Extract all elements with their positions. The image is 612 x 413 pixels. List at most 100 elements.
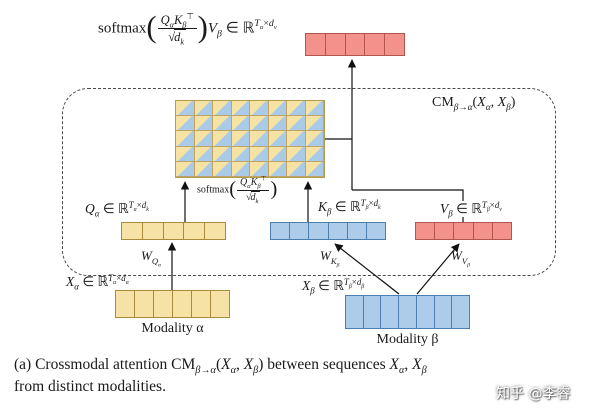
w-k-weight-label: WKβ [320, 248, 340, 269]
vector-cell [326, 34, 346, 55]
attention-matrix-grid [175, 100, 325, 178]
vector-cell [211, 291, 229, 317]
vector-cell [435, 296, 453, 328]
vector-cell [452, 296, 469, 328]
vector-cell [122, 223, 143, 239]
vector-cell [493, 223, 511, 239]
attention-matrix-cell [213, 161, 232, 177]
q-vector-label: Qα ∈ ℝTα×dk [85, 199, 149, 219]
v-vector-label: Vβ ∈ ℝTβ×dv [438, 199, 504, 219]
attention-matrix-cell [250, 146, 269, 162]
vector-cell [435, 223, 455, 239]
attention-matrix-cell [287, 146, 306, 162]
attention-matrix-cell [268, 116, 287, 132]
attention-matrix-cell [194, 161, 213, 177]
vector-cell [367, 223, 385, 239]
attention-matrix-cell [305, 116, 324, 132]
k-vector-label: Kβ ∈ ℝTβ×dk [318, 197, 381, 217]
attention-matrix-cell [268, 161, 287, 177]
attention-matrix-cell [268, 101, 287, 117]
attention-matrix-cell [268, 131, 287, 147]
caption-line2: from distinct modalities. [14, 377, 166, 395]
vector-cell [346, 296, 364, 328]
attention-matrix-cell [176, 131, 195, 147]
output-formula: softmax(QαKβ⊤ √dk)Vβ ∈ ℝTα×dv [98, 10, 277, 47]
attention-matrix-cell [287, 116, 306, 132]
modality-beta-label: Modality β [376, 332, 439, 347]
watermark: 知乎 @李睿 [496, 386, 571, 402]
attention-matrix-cell [231, 131, 250, 147]
vector-cell [381, 296, 400, 328]
x-beta-input-label: Xβ ∈ ℝTβ×dβ [302, 276, 365, 296]
vector-cell [348, 223, 367, 239]
vector-cell [164, 223, 185, 239]
vector-cell [290, 223, 310, 239]
crossmodal-attention-block-outline [62, 88, 556, 276]
attention-matrix-cell [213, 146, 232, 162]
attention-matrix-cell [250, 131, 269, 147]
vector-cell [143, 223, 164, 239]
attention-matrix-cell [231, 161, 250, 177]
attention-matrix-cell [305, 146, 324, 162]
attention-matrix-cell [194, 101, 213, 117]
attention-matrix-cell [287, 131, 306, 147]
vector-cell [454, 223, 474, 239]
vector-cell [309, 223, 329, 239]
attention-matrix-cell [231, 101, 250, 117]
attention-matrix-cell [194, 116, 213, 132]
attention-matrix-cell [176, 101, 195, 117]
vector-cell [306, 34, 326, 55]
k-vector-bar [270, 222, 386, 240]
w-q-weight-label: WQα [141, 248, 162, 269]
attention-matrix-cell [176, 116, 195, 132]
attention-matrix-cell [250, 101, 269, 117]
attention-matrix-cell [250, 161, 269, 177]
attention-matrix-cell [305, 161, 324, 177]
softmax-operation-label: softmax(QαKβ⊤ √dk) [197, 175, 278, 205]
attention-matrix-cell [231, 146, 250, 162]
x-beta-input-bar [345, 295, 470, 329]
crossmodal-block-label: CMβ→α(Xα, Xβ) [432, 95, 516, 112]
q-vector-bar [121, 222, 226, 240]
x-alpha-input-label: Xα ∈ ℝTα×dα [66, 272, 129, 292]
attention-matrix-cell [213, 131, 232, 147]
attention-matrix-cell [305, 101, 324, 117]
vector-cell [173, 291, 192, 317]
vector-cell [205, 223, 225, 239]
attention-matrix-cell [305, 131, 324, 147]
vector-cell [399, 296, 417, 328]
vector-cell [416, 223, 436, 239]
vector-cell [116, 291, 135, 317]
attention-matrix-cell [287, 101, 306, 117]
attention-matrix-cell [176, 146, 195, 162]
vector-cell [417, 296, 435, 328]
vector-cell [474, 223, 493, 239]
v-vector-bar [415, 222, 512, 240]
vector-cell [365, 34, 386, 55]
attention-matrix-cell [287, 161, 306, 177]
attention-matrix-cell [250, 116, 269, 132]
attention-matrix-cell [231, 116, 250, 132]
output-vector-bar [305, 33, 405, 56]
vector-cell [364, 296, 382, 328]
vector-cell [184, 223, 206, 239]
vector-cell [154, 291, 173, 317]
vector-cell [329, 223, 348, 239]
w-v-weight-label: WVβ [451, 248, 470, 269]
vector-cell [192, 291, 211, 317]
attention-matrix-cell [268, 146, 287, 162]
attention-matrix-cell [176, 161, 195, 177]
modality-alpha-label: Modality α [141, 321, 204, 336]
vector-cell [135, 291, 154, 317]
vector-cell [346, 34, 366, 55]
vector-cell [271, 223, 291, 239]
figure-caption: (a) Crossmodal attention CMβ→α(Xα, Xβ) b… [14, 354, 604, 397]
attention-matrix-cell [213, 116, 232, 132]
vector-cell [385, 34, 404, 55]
x-alpha-input-bar [115, 290, 230, 318]
caption-line1: (a) Crossmodal attention CMβ→α(Xα, Xβ) b… [14, 356, 427, 377]
attention-matrix-cell [194, 131, 213, 147]
attention-matrix-cell [213, 101, 232, 117]
attention-matrix-cell [194, 146, 213, 162]
